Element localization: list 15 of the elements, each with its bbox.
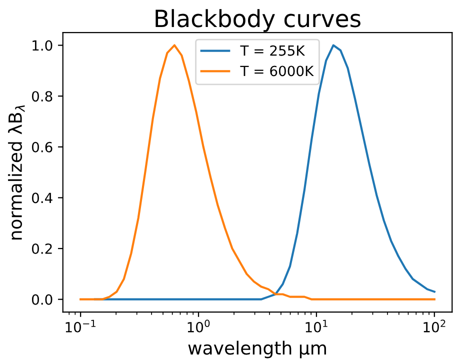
y-tick-label: 0.2 — [32, 244, 52, 254]
x-tick-label: 10$^{2}$ — [424, 320, 446, 332]
y-tick-label: 0.0 — [32, 294, 52, 305]
x-tick-label: 10$^{−1}$ — [66, 320, 96, 332]
y-tick-label: 0.8 — [32, 91, 52, 102]
legend-label: T = 6000K — [240, 66, 314, 76]
y-tick-label: 0.4 — [32, 192, 52, 204]
x-axis-title: wavelength μm — [188, 340, 326, 358]
y-axis-title: normalized λB$_{λ}$ — [8, 105, 25, 240]
chart-title: Blackbody curves — [156, 9, 360, 32]
x-tick-label: 10$^{0}$ — [188, 320, 210, 332]
legend-label: T = 255K — [240, 45, 306, 56]
y-tick-label: 1.0 — [32, 40, 52, 51]
y-tick-label: 0.6 — [32, 142, 52, 152]
x-tick-label: 10$^{1}$ — [306, 320, 328, 332]
